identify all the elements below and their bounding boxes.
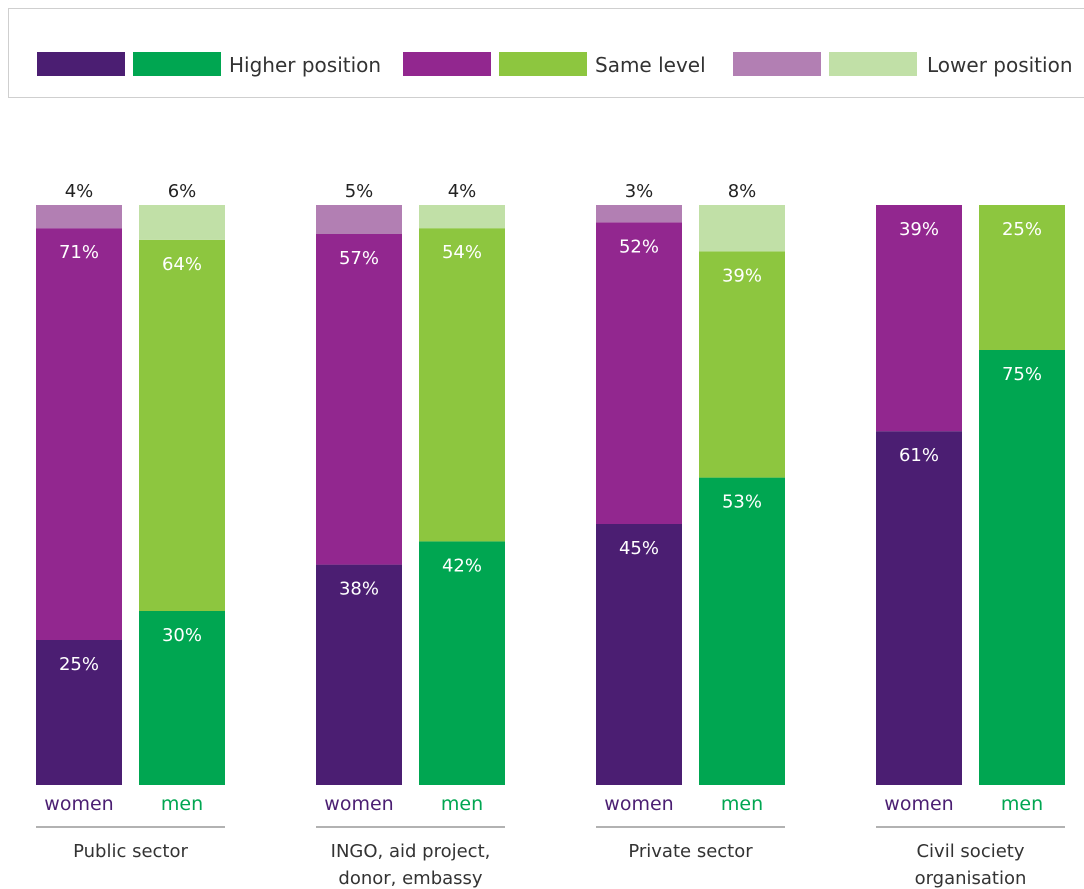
data-label-men-2-group-1: 4%	[448, 181, 477, 202]
category-label-2-line-0: Private sector	[628, 841, 753, 862]
bar-women-0-group-3	[876, 431, 962, 785]
bar-men-2-group-2	[699, 205, 785, 252]
bar-men-2-group-0	[139, 205, 225, 240]
bar-label-men-group-1: men	[441, 793, 483, 815]
bar-women-0-group-0	[36, 640, 122, 785]
data-label-men-1-group-3: 25%	[1002, 219, 1042, 240]
legend-label-higher: Higher position	[229, 53, 382, 77]
category-label-1-line-0: INGO, aid project,	[331, 841, 491, 862]
legend-label-lower: Lower position	[927, 53, 1073, 77]
bar-label-men-group-3: men	[1001, 793, 1043, 815]
data-label-women-1-group-0: 71%	[59, 242, 99, 263]
data-label-men-1-group-0: 64%	[162, 254, 202, 275]
data-label-women-0-group-1: 38%	[339, 579, 379, 600]
bar-men-1-group-2	[699, 251, 785, 478]
legend-swatch-women-lower	[733, 52, 821, 76]
data-label-men-1-group-1: 54%	[442, 242, 482, 263]
category-label-0-line-0: Public sector	[73, 841, 188, 862]
bar-men-0-group-0	[139, 611, 225, 785]
legend: Higher position Same level Lower positio…	[8, 8, 1084, 98]
bar-women-1-group-2	[596, 222, 682, 524]
data-label-women-1-group-1: 57%	[339, 248, 379, 269]
category-label-3-line-0: Civil society	[916, 841, 1024, 862]
bar-women-2-group-0	[36, 205, 122, 229]
legend-label-same: Same level	[595, 53, 706, 77]
bar-label-men-group-0: men	[161, 793, 203, 815]
data-label-men-0-group-0: 30%	[162, 625, 202, 646]
bar-label-men-group-2: men	[721, 793, 763, 815]
bar-men-1-group-3	[979, 205, 1065, 350]
data-label-men-2-group-2: 8%	[728, 181, 757, 202]
bar-women-0-group-2	[596, 524, 682, 785]
category-label-3-line-1: organisation	[915, 868, 1027, 889]
bar-women-2-group-2	[596, 205, 682, 223]
data-label-women-0-group-2: 45%	[619, 538, 659, 559]
bar-women-2-group-1	[316, 205, 402, 234]
bar-men-0-group-3	[979, 350, 1065, 785]
bar-women-1-group-0	[36, 228, 122, 640]
data-label-men-1-group-2: 39%	[722, 265, 762, 286]
data-label-women-0-group-0: 25%	[59, 654, 99, 675]
data-label-men-0-group-3: 75%	[1002, 364, 1042, 385]
bar-women-1-group-3	[876, 205, 962, 432]
data-label-women-2-group-2: 3%	[625, 181, 654, 202]
bar-men-0-group-2	[699, 477, 785, 785]
data-label-women-0-group-3: 61%	[899, 445, 939, 466]
data-label-men-0-group-1: 42%	[442, 555, 482, 576]
legend-swatch-women-higher	[37, 52, 125, 76]
category-label-1-line-1: donor, embassy	[338, 868, 483, 889]
bar-women-0-group-1	[316, 564, 402, 785]
bar-women-1-group-1	[316, 234, 402, 565]
data-label-men-2-group-0: 6%	[168, 181, 197, 202]
legend-swatch-women-same	[403, 52, 491, 76]
data-label-women-1-group-2: 52%	[619, 236, 659, 257]
bar-label-women-group-0: women	[44, 793, 113, 815]
bar-label-women-group-3: women	[884, 793, 953, 815]
bar-men-1-group-1	[419, 228, 505, 542]
legend-swatch-men-higher	[133, 52, 221, 76]
data-label-women-2-group-0: 4%	[65, 181, 94, 202]
data-label-women-2-group-1: 5%	[345, 181, 374, 202]
data-label-men-0-group-2: 53%	[722, 492, 762, 513]
bar-men-1-group-0	[139, 239, 225, 612]
bar-label-women-group-1: women	[324, 793, 393, 815]
bar-men-0-group-1	[419, 541, 505, 785]
bar-men-2-group-1	[419, 205, 505, 229]
data-label-women-1-group-3: 39%	[899, 219, 939, 240]
legend-swatch-men-same	[499, 52, 587, 76]
legend-swatch-men-lower	[829, 52, 917, 76]
bar-label-women-group-2: women	[604, 793, 673, 815]
